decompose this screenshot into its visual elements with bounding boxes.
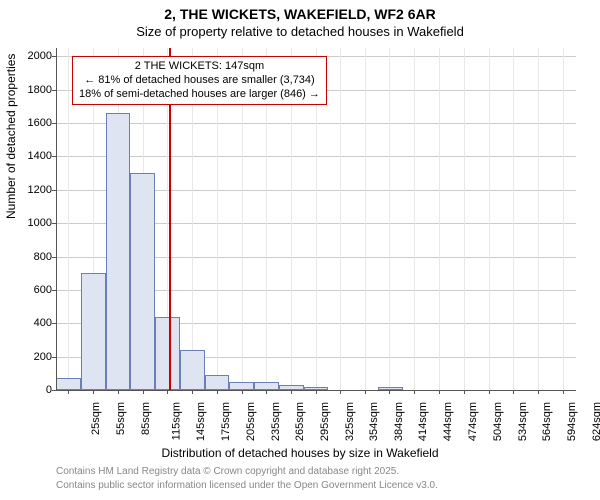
ytick-label: 400 <box>12 317 52 329</box>
histogram-bar <box>229 382 254 390</box>
xtick-mark <box>93 390 94 394</box>
xtick-mark <box>118 390 119 394</box>
ytick-mark <box>52 290 56 291</box>
annotation-line3: 18% of semi-detached houses are larger (… <box>79 88 320 102</box>
footer-copyright-2: Contains public sector information licen… <box>56 480 438 491</box>
gridline-v <box>389 48 390 390</box>
xtick-mark <box>489 390 490 394</box>
xtick-label: 504sqm <box>492 402 504 441</box>
ytick-mark <box>52 90 56 91</box>
xtick-label: 594sqm <box>566 402 578 441</box>
xtick-label: 55sqm <box>115 402 127 435</box>
xtick-mark <box>316 390 317 394</box>
xtick-label: 354sqm <box>368 402 380 441</box>
xtick-label: 534sqm <box>517 402 529 441</box>
xtick-label: 624sqm <box>591 402 600 441</box>
xtick-label: 295sqm <box>319 402 331 441</box>
ytick-mark <box>52 123 56 124</box>
ytick-label: 1800 <box>12 84 52 96</box>
xtick-mark <box>242 390 243 394</box>
xtick-mark <box>365 390 366 394</box>
xtick-mark <box>68 390 69 394</box>
ytick-label: 600 <box>12 284 52 296</box>
xtick-label: 444sqm <box>442 402 454 441</box>
xtick-label: 235sqm <box>270 402 282 441</box>
gridline-v <box>414 48 415 390</box>
xtick-mark <box>439 390 440 394</box>
xtick-mark <box>464 390 465 394</box>
chart-title-line2: Size of property relative to detached ho… <box>0 24 600 39</box>
ytick-label: 1600 <box>12 117 52 129</box>
ytick-mark <box>52 156 56 157</box>
gridline-v <box>513 48 514 390</box>
histogram-bar <box>56 378 81 390</box>
ytick-label: 800 <box>12 251 52 263</box>
histogram-bar <box>205 375 230 390</box>
xtick-label: 25sqm <box>90 402 102 435</box>
gridline-v <box>464 48 465 390</box>
xtick-label: 175sqm <box>220 402 232 441</box>
ytick-label: 1200 <box>12 184 52 196</box>
gridline-v <box>489 48 490 390</box>
xtick-mark <box>291 390 292 394</box>
footer-copyright-1: Contains HM Land Registry data © Crown c… <box>56 466 399 477</box>
ytick-mark <box>52 257 56 258</box>
xtick-label: 205sqm <box>245 402 257 441</box>
xtick-mark <box>414 390 415 394</box>
xtick-label: 414sqm <box>418 402 430 441</box>
gridline-v <box>365 48 366 390</box>
histogram-bar <box>130 173 155 390</box>
xtick-label: 474sqm <box>467 402 479 441</box>
ytick-mark <box>52 357 56 358</box>
y-axis-line <box>56 48 57 390</box>
xtick-label: 564sqm <box>541 402 553 441</box>
xtick-mark <box>167 390 168 394</box>
xtick-mark <box>266 390 267 394</box>
xtick-mark <box>143 390 144 394</box>
ytick-label: 0 <box>12 384 52 396</box>
ytick-label: 1400 <box>12 150 52 162</box>
ytick-label: 200 <box>12 351 52 363</box>
xtick-mark <box>192 390 193 394</box>
histogram-bar <box>106 113 131 390</box>
histogram-bar <box>254 382 279 390</box>
gridline-v <box>340 48 341 390</box>
gridline-v <box>68 48 69 390</box>
xtick-label: 115sqm <box>170 402 182 440</box>
ytick-label: 2000 <box>12 50 52 62</box>
xtick-label: 384sqm <box>393 402 405 441</box>
xtick-mark <box>563 390 564 394</box>
xtick-mark <box>340 390 341 394</box>
xtick-label: 85sqm <box>140 402 152 435</box>
xtick-mark <box>389 390 390 394</box>
ytick-mark <box>52 56 56 57</box>
histogram-bar <box>180 350 205 390</box>
xtick-mark <box>538 390 539 394</box>
xtick-label: 145sqm <box>196 402 208 441</box>
annotation-line2: ← 81% of detached houses are smaller (3,… <box>79 74 320 88</box>
histogram-bar <box>81 273 106 390</box>
gridline-v <box>538 48 539 390</box>
xtick-mark <box>217 390 218 394</box>
xtick-label: 325sqm <box>344 402 356 441</box>
xtick-mark <box>513 390 514 394</box>
x-axis-label: Distribution of detached houses by size … <box>0 446 600 460</box>
annotation-box: 2 THE WICKETS: 147sqm ← 81% of detached … <box>72 56 327 105</box>
xtick-label: 265sqm <box>295 402 307 441</box>
chart-title-line1: 2, THE WICKETS, WAKEFIELD, WF2 6AR <box>0 6 600 22</box>
gridline-v <box>563 48 564 390</box>
ytick-label: 1000 <box>12 217 52 229</box>
annotation-line1: 2 THE WICKETS: 147sqm <box>79 60 320 74</box>
gridline-v <box>439 48 440 390</box>
ytick-mark <box>52 390 56 391</box>
ytick-mark <box>52 190 56 191</box>
ytick-mark <box>52 323 56 324</box>
histogram-bar <box>155 317 180 390</box>
ytick-mark <box>52 223 56 224</box>
